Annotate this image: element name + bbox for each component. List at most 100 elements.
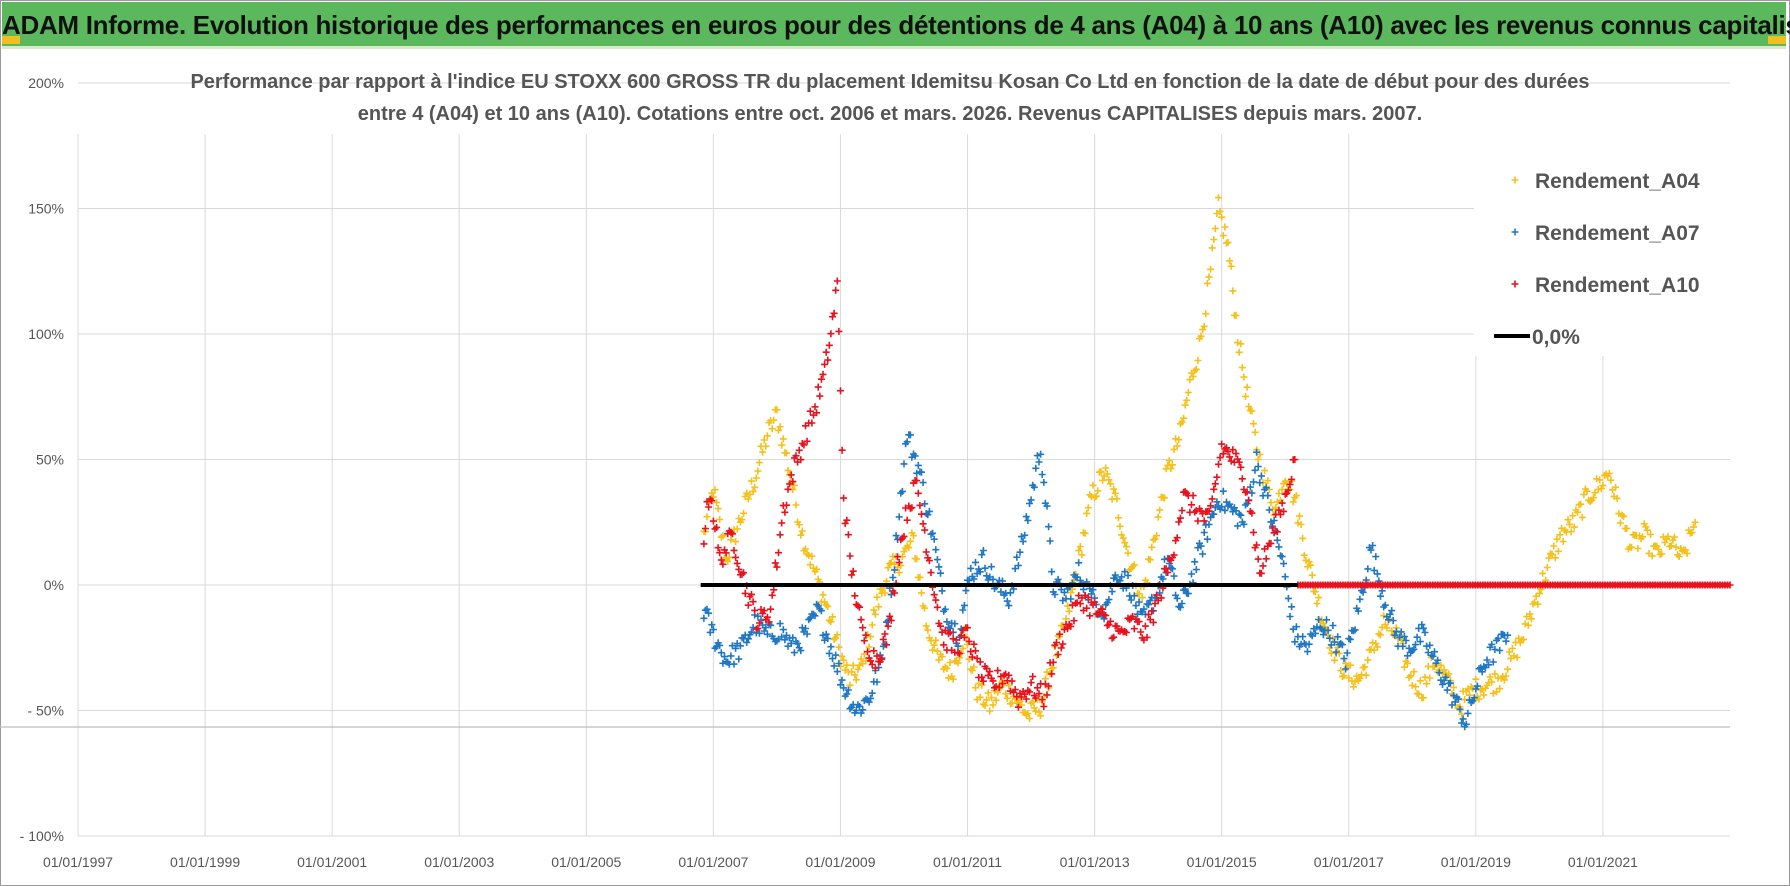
point-rendement-a10 (1070, 617, 1078, 625)
point-rendement-a07 (941, 605, 949, 613)
point-rendement-a10 (930, 591, 938, 599)
point-rendement-a04 (1383, 624, 1391, 632)
point-rendement-a07 (1483, 656, 1491, 664)
point-rendement-a10 (1035, 690, 1043, 698)
point-rendement-a07 (762, 624, 770, 631)
point-rendement-a04 (1583, 487, 1591, 495)
point-rendement-a07 (976, 568, 984, 576)
point-rendement-a10 (1086, 612, 1094, 620)
point-rendement-a04 (1340, 672, 1348, 680)
point-rendement-a04 (1202, 310, 1210, 318)
y-tick-label: 200% (28, 75, 64, 91)
x-tick-label: 01/01/1997 (43, 854, 113, 870)
point-rendement-a10 (1250, 528, 1257, 536)
point-rendement-a04 (1574, 508, 1581, 516)
point-rendement-a04 (922, 622, 930, 630)
legend-label: 0,0% (1532, 326, 1580, 349)
point-rendement-a07 (1435, 669, 1443, 677)
point-rendement-a07 (1388, 607, 1396, 615)
point-rendement-a04 (895, 569, 903, 577)
point-rendement-a10 (864, 648, 871, 656)
point-rendement-a04 (981, 702, 989, 709)
point-rendement-a10 (713, 523, 721, 531)
point-rendement-a04 (749, 487, 757, 495)
point-rendement-a04 (1419, 694, 1427, 702)
point-rendement-a07 (794, 640, 802, 647)
point-rendement-a10 (1040, 703, 1048, 710)
point-rendement-a10 (1269, 524, 1276, 532)
point-rendement-a04 (1475, 695, 1483, 703)
point-rendement-a04 (1097, 468, 1105, 476)
point-rendement-a10 (1148, 607, 1156, 615)
point-rendement-a04 (798, 527, 806, 535)
point-rendement-a07 (1426, 641, 1434, 649)
point-rendement-a04 (716, 515, 724, 523)
point-rendement-a10 (860, 637, 868, 645)
point-rendement-a04 (1226, 257, 1234, 265)
title-bar: ADAM Informe. Evolution historique des p… (2, 2, 1790, 49)
point-rendement-a10 (770, 586, 778, 594)
point-rendement-a10 (1205, 507, 1213, 515)
point-rendement-a10 (722, 549, 730, 557)
x-tick-label: 01/01/2001 (297, 854, 367, 870)
point-rendement-a10 (1219, 450, 1227, 458)
point-rendement-a10 (873, 652, 881, 660)
point-rendement-a10 (997, 673, 1005, 681)
point-rendement-a04 (760, 436, 768, 444)
point-rendement-a04 (1356, 674, 1364, 682)
point-rendement-a07 (1035, 458, 1043, 466)
point-rendement-a04 (792, 501, 800, 509)
point-rendement-a04 (1245, 403, 1253, 410)
point-rendement-a07 (1278, 553, 1286, 561)
point-rendement-a04 (744, 495, 752, 503)
point-rendement-a04 (1114, 514, 1122, 522)
point-rendement-a07 (933, 556, 941, 564)
point-rendement-a04 (1683, 549, 1691, 557)
point-rendement-a07 (843, 690, 851, 698)
point-rendement-a04 (870, 606, 878, 614)
point-rendement-a10 (1235, 458, 1243, 466)
point-rendement-a04 (1404, 659, 1411, 667)
point-rendement-a10 (768, 591, 776, 599)
point-rendement-a10 (1143, 633, 1151, 641)
legend-marker (1511, 280, 1519, 288)
point-rendement-a04 (1440, 666, 1448, 674)
point-rendement-a07 (1502, 637, 1510, 645)
point-rendement-a10 (1162, 565, 1170, 573)
point-rendement-a07 (900, 460, 908, 468)
point-rendement-a04 (994, 688, 1002, 696)
point-rendement-a04 (1437, 661, 1445, 669)
point-rendement-a04 (1234, 339, 1242, 347)
point-rendement-a04 (849, 661, 857, 669)
point-rendement-a10 (800, 441, 808, 449)
point-rendement-a10 (941, 626, 949, 634)
point-rendement-a07 (1315, 616, 1323, 623)
point-rendement-a07 (913, 469, 921, 477)
point-rendement-a04 (1564, 516, 1572, 524)
point-rendement-a10 (871, 664, 879, 672)
point-rendement-a04 (838, 652, 846, 660)
point-rendement-a04 (887, 559, 895, 567)
point-rendement-a10 (833, 277, 841, 285)
point-rendement-a04 (1105, 476, 1113, 484)
point-rendement-a07 (1075, 559, 1083, 567)
point-rendement-a07 (914, 461, 922, 469)
point-rendement-a04 (1380, 612, 1388, 620)
point-rendement-a10 (1067, 622, 1075, 630)
x-tick-label: 01/01/2011 (933, 854, 1002, 870)
point-rendement-a07 (891, 566, 898, 574)
point-rendement-a07 (830, 662, 838, 670)
point-rendement-a07 (716, 641, 724, 649)
point-rendement-a07 (806, 614, 814, 622)
point-rendement-a07 (1458, 719, 1466, 727)
point-rendement-a07 (1470, 694, 1478, 702)
point-rendement-a10 (749, 598, 757, 606)
point-rendement-a10 (857, 616, 865, 624)
point-rendement-a07 (981, 564, 989, 572)
point-rendement-a10 (775, 549, 782, 557)
point-rendement-a07 (997, 588, 1005, 596)
point-rendement-a04 (1607, 476, 1615, 484)
point-rendement-a04 (1251, 428, 1259, 436)
point-rendement-a07 (1192, 566, 1200, 574)
point-rendement-a10 (1059, 640, 1067, 648)
